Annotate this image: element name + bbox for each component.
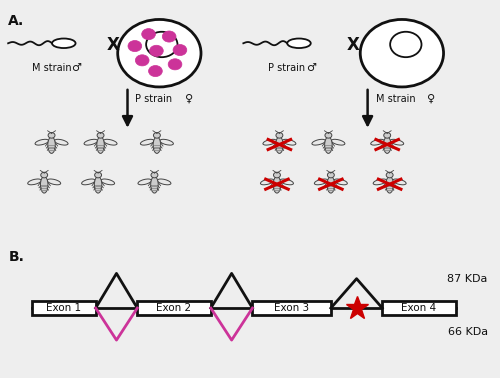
Circle shape (142, 29, 156, 40)
Circle shape (146, 32, 178, 57)
Ellipse shape (280, 179, 293, 185)
Text: M strain: M strain (376, 94, 416, 104)
Circle shape (41, 172, 48, 178)
Ellipse shape (158, 179, 171, 185)
Ellipse shape (160, 139, 173, 145)
Text: ♀: ♀ (184, 94, 193, 104)
Text: Exon 3: Exon 3 (274, 303, 309, 313)
Ellipse shape (82, 179, 95, 185)
Ellipse shape (101, 179, 114, 185)
Ellipse shape (370, 139, 384, 145)
Ellipse shape (153, 137, 160, 153)
Circle shape (173, 45, 187, 56)
Text: X: X (346, 36, 360, 54)
Circle shape (150, 45, 164, 56)
Text: 87 KDa: 87 KDa (448, 274, 488, 284)
Text: P strain: P strain (268, 63, 306, 73)
Circle shape (151, 172, 158, 178)
Circle shape (168, 59, 182, 70)
Circle shape (48, 133, 55, 138)
Circle shape (384, 133, 390, 138)
Ellipse shape (332, 139, 345, 145)
Ellipse shape (334, 179, 347, 185)
Circle shape (328, 172, 334, 178)
Ellipse shape (140, 139, 154, 145)
Ellipse shape (260, 179, 274, 185)
Ellipse shape (47, 179, 60, 185)
Text: ♀: ♀ (427, 94, 436, 104)
Text: ♂: ♂ (71, 63, 81, 73)
Text: M strain: M strain (32, 63, 72, 73)
Circle shape (118, 20, 201, 87)
Ellipse shape (276, 137, 283, 153)
Circle shape (136, 55, 149, 66)
Circle shape (274, 172, 280, 178)
Circle shape (276, 133, 283, 138)
Ellipse shape (35, 139, 48, 145)
Circle shape (360, 20, 444, 87)
Text: Exon 4: Exon 4 (402, 303, 436, 313)
Ellipse shape (384, 137, 391, 153)
FancyBboxPatch shape (138, 301, 211, 315)
Text: Exon 2: Exon 2 (156, 303, 192, 313)
Circle shape (154, 133, 160, 138)
FancyBboxPatch shape (382, 301, 456, 315)
Ellipse shape (94, 177, 102, 193)
Ellipse shape (84, 139, 98, 145)
Text: X: X (106, 36, 119, 54)
FancyBboxPatch shape (252, 301, 331, 315)
Circle shape (390, 32, 422, 57)
Ellipse shape (40, 177, 48, 193)
Ellipse shape (390, 139, 404, 145)
Ellipse shape (52, 39, 76, 48)
Ellipse shape (386, 177, 394, 193)
Circle shape (128, 40, 141, 52)
Circle shape (97, 133, 104, 138)
Ellipse shape (138, 179, 151, 185)
Circle shape (386, 172, 393, 178)
Text: A.: A. (8, 14, 24, 28)
Text: 66 KDa: 66 KDa (448, 327, 488, 337)
Text: Exon 1: Exon 1 (46, 303, 82, 313)
Text: P strain: P strain (135, 94, 172, 104)
Circle shape (325, 133, 332, 138)
Circle shape (162, 31, 176, 42)
Ellipse shape (48, 137, 56, 153)
Ellipse shape (104, 139, 117, 145)
Ellipse shape (327, 177, 334, 193)
Circle shape (94, 172, 102, 178)
Text: B.: B. (9, 250, 25, 264)
Text: ♂: ♂ (306, 63, 316, 73)
Ellipse shape (28, 179, 42, 185)
Ellipse shape (392, 179, 406, 185)
Ellipse shape (273, 177, 280, 193)
Ellipse shape (312, 139, 326, 145)
Ellipse shape (287, 39, 311, 48)
Ellipse shape (373, 179, 386, 185)
Ellipse shape (324, 137, 332, 153)
Ellipse shape (314, 179, 328, 185)
Ellipse shape (97, 137, 104, 153)
Ellipse shape (150, 177, 158, 193)
Ellipse shape (54, 139, 68, 145)
Circle shape (148, 65, 162, 77)
FancyBboxPatch shape (32, 301, 96, 315)
Ellipse shape (282, 139, 296, 145)
Ellipse shape (263, 139, 276, 145)
